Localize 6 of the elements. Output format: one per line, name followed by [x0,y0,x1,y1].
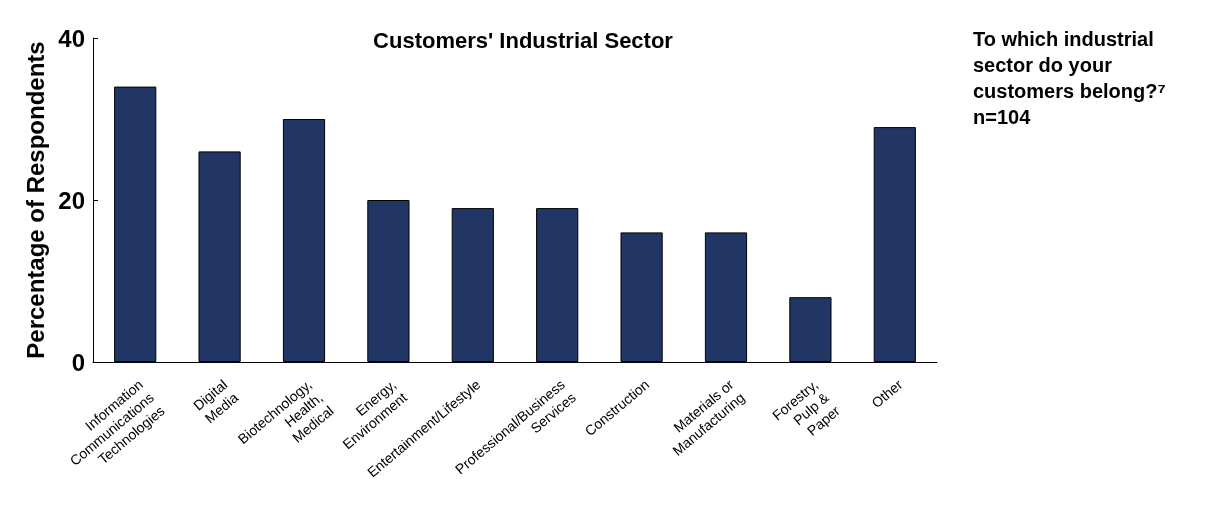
y-tick-label: 0 [71,348,85,376]
chart-title: Customers' Industrial Sector [373,27,674,53]
y-tick-label: 20 [58,186,85,214]
text: To which industrial sector do your customers belong?⁷ n=104 [973,28,1166,128]
y-tick-label: 40 [58,24,85,52]
y-axis-title: Percentage of Respondents [21,41,49,359]
